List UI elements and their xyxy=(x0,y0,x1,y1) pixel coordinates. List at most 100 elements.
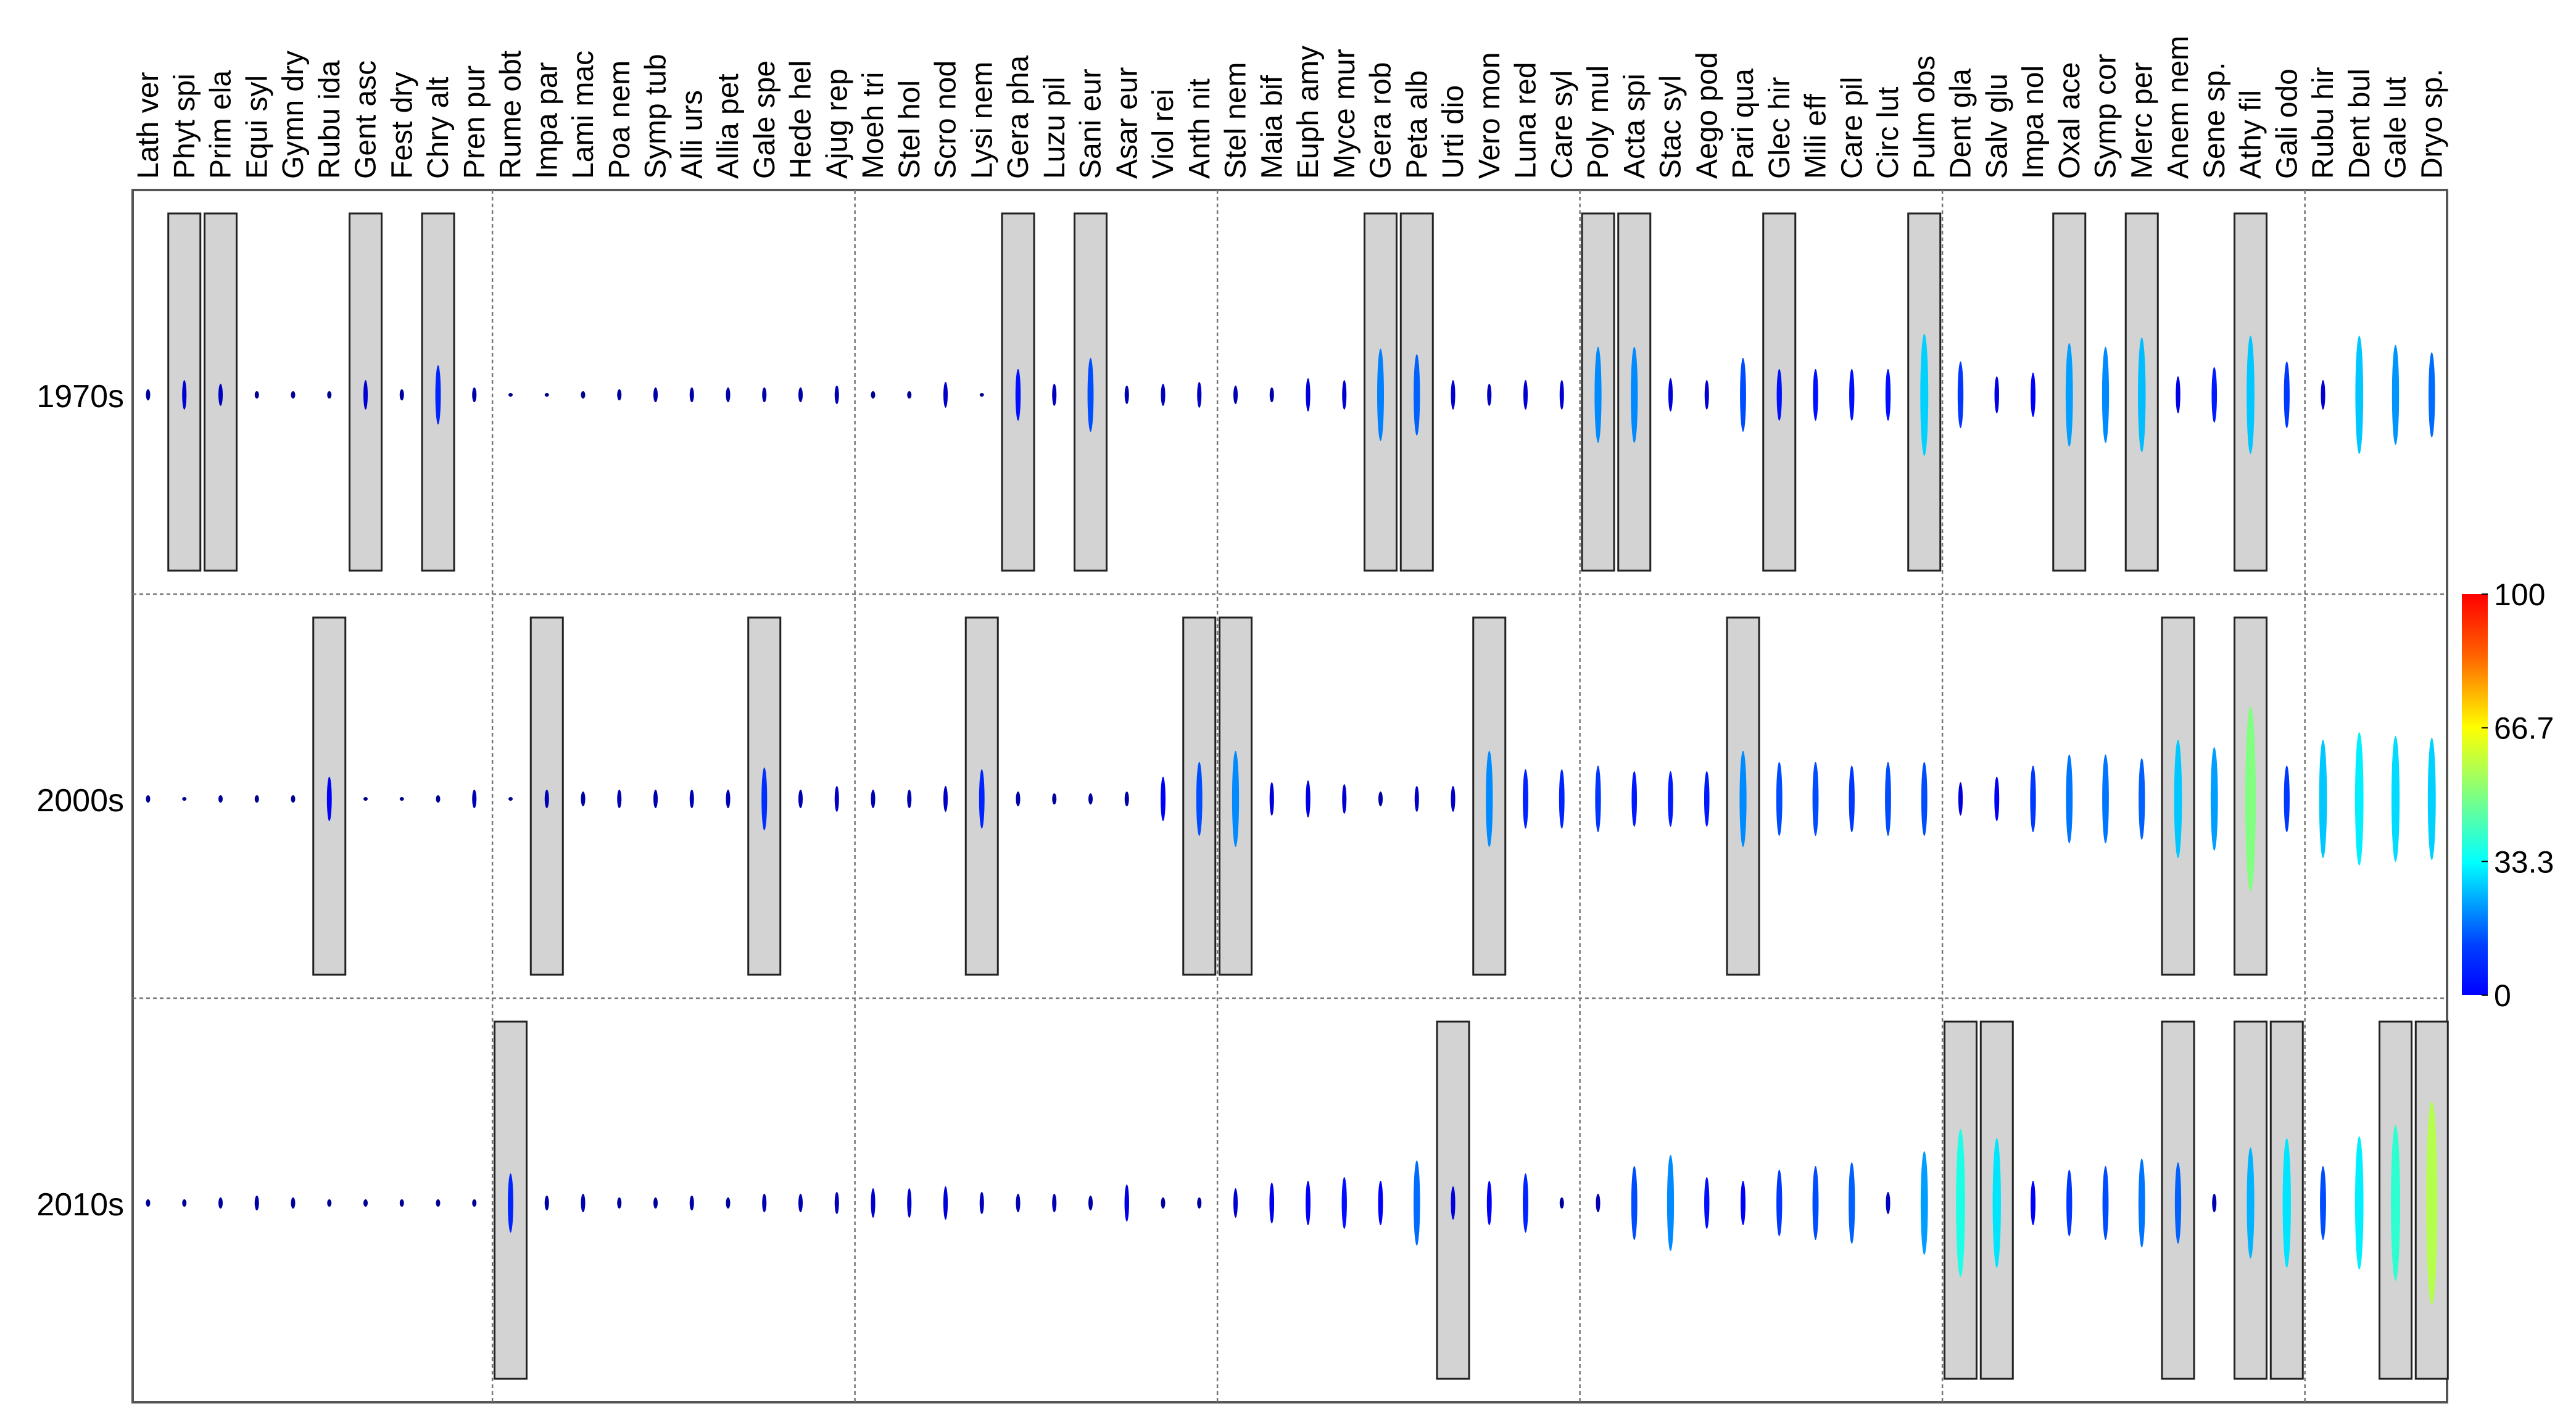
species-label: Dryo sp. xyxy=(2416,68,2448,179)
mark-2000s-sani-eur xyxy=(1088,793,1093,804)
mark-2000s-luna-red xyxy=(1523,769,1528,829)
mark-1970s-rubu-hir xyxy=(2321,380,2325,410)
mark-1970s-athy-fil xyxy=(2247,336,2255,454)
species-label: Hede hel xyxy=(785,60,818,179)
species-label: Moeh tri xyxy=(857,72,890,179)
mark-2010s-stel-nem xyxy=(1233,1188,1238,1218)
mark-2000s-phyt-spi xyxy=(182,797,187,801)
species-label: Anth nit xyxy=(1183,78,1216,179)
mark-2010s-chry-alt xyxy=(436,1199,441,1207)
mark-2010s-care-pil xyxy=(1849,1162,1855,1244)
mark-2000s-lami-mac xyxy=(581,792,586,806)
mark-2010s-dent-gla xyxy=(1956,1129,1965,1277)
mark-1970s-glec-hir xyxy=(1776,369,1782,421)
mark-1970s-symp-tub xyxy=(653,387,658,402)
mark-2000s-aego-pod xyxy=(1704,771,1710,827)
mark-2010s-hede-hel xyxy=(798,1194,803,1212)
highlight-box xyxy=(529,616,564,976)
mark-2010s-maia-bif xyxy=(1269,1183,1275,1223)
species-label: Lami mac xyxy=(567,51,600,179)
mark-2000s-gali-odo xyxy=(2284,766,2290,832)
species-label: Stel hol xyxy=(893,80,926,179)
mark-2000s-dryo-sp- xyxy=(2427,738,2436,860)
species-label: Mili eff xyxy=(1800,94,1833,179)
mark-2010s-alli-urs xyxy=(689,1196,694,1210)
mark-2000s-impa-par xyxy=(544,790,549,808)
mark-2000s-hede-hel xyxy=(798,790,803,808)
mark-1970s-oxal-ace xyxy=(2065,343,2073,447)
species-label: Chry alt xyxy=(422,77,455,179)
mark-1970s-stel-nem xyxy=(1233,386,1238,404)
colorbar-tick-label: 0 xyxy=(2494,978,2511,1013)
mark-1970s-care-syl xyxy=(1559,380,1564,410)
plot-frame xyxy=(131,189,2448,1403)
mark-2010s-glec-hir xyxy=(1776,1170,1783,1236)
mark-2010s-pren-pur xyxy=(472,1199,477,1207)
species-label: Care pil xyxy=(1836,77,1868,179)
mark-2000s-rubu-ida xyxy=(326,777,332,821)
mark-2000s-glec-hir xyxy=(1776,762,1783,836)
mark-2010s-ajug-rep xyxy=(834,1192,839,1214)
species-label: Ajug rep xyxy=(821,68,853,179)
mark-2000s-lath-ver xyxy=(146,795,151,803)
species-label: Fest dry xyxy=(386,72,418,179)
species-label: Rubu ida xyxy=(313,60,346,179)
mark-2000s-anem-nem xyxy=(2174,740,2182,858)
mark-2000s-myce-mur xyxy=(1342,784,1347,814)
mark-2010s-pulm-obs xyxy=(1920,1151,1928,1255)
species-label: Gale lut xyxy=(2380,77,2412,179)
mark-1970s-moeh-tri xyxy=(871,391,876,399)
mark-1970s-anth-nit xyxy=(1197,382,1202,408)
species-label: Symp tub xyxy=(640,54,673,179)
mark-2000s-lysi-nem xyxy=(979,769,985,829)
species-label: Pren pur xyxy=(458,65,491,179)
mark-2010s-rubu-ida xyxy=(327,1199,332,1207)
species-label: Gale spe xyxy=(748,60,781,179)
mark-2010s-stel-hol xyxy=(907,1188,912,1218)
mark-2010s-anem-nem xyxy=(2174,1162,2182,1244)
mark-1970s-euph-amy xyxy=(1306,378,1311,411)
mark-2010s-mili-eff xyxy=(1812,1166,1819,1240)
mark-1970s-salv-glu xyxy=(1994,376,1999,413)
mark-1970s-maia-bif xyxy=(1269,387,1274,402)
mark-1970s-symp-cor xyxy=(2102,347,2110,443)
species-label: Stac syl xyxy=(1655,75,1688,179)
mark-1970s-stel-hol xyxy=(907,391,912,399)
mark-2010s-equi-syl xyxy=(254,1196,259,1210)
mark-2000s-vero-mon xyxy=(1486,751,1493,847)
mark-1970s-gale-spe xyxy=(762,387,767,402)
mark-2010s-viol-rei xyxy=(1161,1197,1166,1209)
mark-1970s-vero-mon xyxy=(1487,384,1492,406)
species-label: Anem nem xyxy=(2162,36,2195,179)
species-label: Sene sp. xyxy=(2198,62,2231,179)
mark-1970s-fest-dry xyxy=(399,389,404,400)
species-label: Impa nol xyxy=(2017,65,2050,179)
mark-2010s-prim-ela xyxy=(218,1197,223,1209)
mark-2010s-gale-spe xyxy=(762,1194,767,1212)
species-label: Maia bif xyxy=(1256,75,1288,179)
species-label: Prim ela xyxy=(205,70,238,179)
mark-2000s-stac-syl xyxy=(1668,771,1673,827)
mark-2010s-gale-lut xyxy=(2390,1125,2401,1281)
mark-2010s-athy-fil xyxy=(2247,1147,2255,1259)
row-label: 2010s xyxy=(36,1187,124,1223)
mark-2010s-symp-tub xyxy=(653,1197,658,1209)
mark-2000s-rubu-hir xyxy=(2319,740,2327,858)
mark-2010s-circ-lut xyxy=(1886,1192,1891,1214)
mark-1970s-gera-rob xyxy=(1377,349,1384,441)
mark-2000s-care-syl xyxy=(1559,769,1565,829)
mark-1970s-asar-eur xyxy=(1124,386,1129,404)
species-label: Euph amy xyxy=(1292,46,1325,179)
mark-2000s-impa-nol xyxy=(2030,766,2036,832)
mark-2000s-symp-cor xyxy=(2102,754,2109,843)
mark-2000s-symp-tub xyxy=(653,790,658,808)
mark-2000s-luzu-pil xyxy=(1052,793,1057,804)
mark-2010s-dent-bul xyxy=(2354,1136,2364,1270)
species-label: Acta spi xyxy=(1618,73,1651,179)
mark-2000s-euph-amy xyxy=(1306,780,1311,817)
mark-2000s-athy-fil xyxy=(2245,706,2256,891)
mark-2010s-scro-nod xyxy=(943,1186,948,1220)
mark-2000s-pari-qua xyxy=(1739,751,1747,847)
mark-1970s-mili-eff xyxy=(1813,369,1818,421)
species-label: Oxal ace xyxy=(2053,62,2086,179)
